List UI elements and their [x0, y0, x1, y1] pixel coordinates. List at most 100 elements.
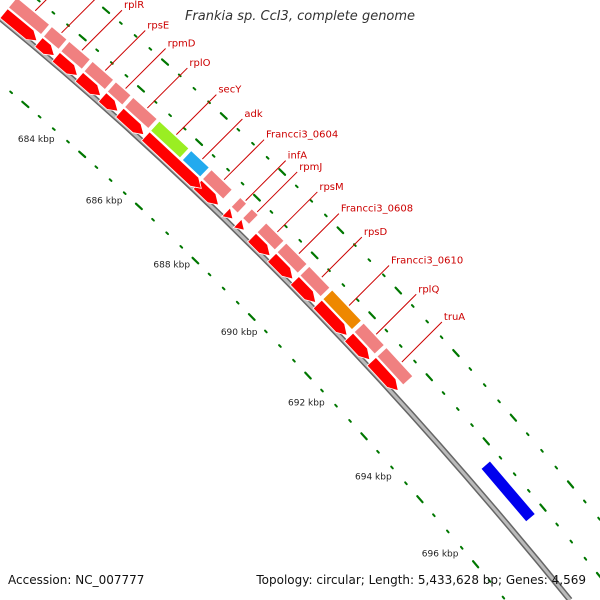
- scale-tick: [509, 413, 518, 422]
- scale-tick: [134, 202, 143, 211]
- scale-tick: [455, 407, 460, 411]
- scale-tick: [136, 85, 146, 93]
- scale-tick: [527, 488, 531, 493]
- gene-leader-line: [375, 293, 417, 335]
- gene-leader-line: [321, 236, 363, 278]
- gene-label: Francci3_0610: [391, 255, 463, 266]
- gene-arrow-13[interactable]: [266, 252, 294, 280]
- gene-block-12[interactable]: [256, 222, 285, 251]
- scale-tick: [432, 513, 436, 518]
- gene-arrow-5[interactable]: [97, 92, 119, 112]
- gene-arrow-3[interactable]: [51, 51, 78, 76]
- scale-tick: [441, 391, 446, 395]
- scale-tick: [487, 578, 492, 583]
- scale-tick: [37, 114, 42, 119]
- scale-tick: [124, 74, 129, 78]
- gene-block-2[interactable]: [42, 26, 68, 50]
- gene-label: Francci3_0604: [266, 130, 338, 141]
- scale-tick: [497, 399, 501, 404]
- gene-arrow-15[interactable]: [312, 299, 348, 336]
- scale-tick: [583, 556, 588, 561]
- scale-tick: [309, 199, 314, 203]
- scale-tick: [118, 21, 123, 25]
- gene-block-7[interactable]: [150, 120, 190, 159]
- scale-tick: [78, 150, 87, 159]
- gene-block-9[interactable]: [201, 169, 233, 200]
- gene-arrow-2[interactable]: [34, 37, 55, 56]
- scale-tick: [367, 258, 372, 262]
- gene-arrow-16[interactable]: [343, 332, 371, 361]
- scale-tick: [413, 359, 417, 364]
- gene-arrow-14[interactable]: [289, 275, 317, 304]
- gene-leader-line: [223, 139, 265, 181]
- scale-tick: [555, 522, 559, 527]
- gene-block-16[interactable]: [353, 322, 385, 355]
- scale-tick: [207, 272, 212, 277]
- gene-label: adk: [244, 109, 262, 120]
- kbp-scale-label: 696 kbp: [422, 549, 459, 559]
- gene-arrow-11[interactable]: [232, 218, 245, 231]
- scale-tick: [355, 298, 360, 302]
- scale-tick: [384, 328, 389, 333]
- gene-label: secY: [218, 85, 242, 96]
- gene-block-10[interactable]: [230, 196, 248, 214]
- gene-block-3[interactable]: [60, 40, 91, 70]
- scale-tick: [195, 138, 204, 147]
- gene-leader-line: [401, 321, 443, 363]
- scale-tick: [133, 34, 138, 38]
- gene-label: rpsD: [364, 227, 388, 238]
- gene-label: rpsE: [147, 20, 169, 31]
- scale-tick: [101, 6, 111, 15]
- scale-tick: [539, 503, 547, 512]
- scale-tick: [425, 319, 429, 324]
- gene-leader-line: [34, 0, 47, 12]
- genome-backbone-outline: [0, 15, 573, 600]
- scale-tick: [160, 58, 170, 66]
- gene-block-6[interactable]: [124, 96, 158, 130]
- gene-block-5[interactable]: [106, 81, 132, 106]
- gene-arrow-12[interactable]: [247, 232, 271, 257]
- gene-block-downstream[interactable]: [480, 460, 536, 523]
- gene-block-17[interactable]: [376, 347, 414, 386]
- gene-block-1[interactable]: [7, 0, 51, 36]
- gene-arrow-10[interactable]: [221, 207, 234, 220]
- scale-tick: [583, 499, 587, 504]
- gene-leader-line: [175, 94, 217, 136]
- scale-tick: [382, 273, 386, 278]
- gene-block-4[interactable]: [83, 60, 115, 91]
- scale-tick: [235, 300, 240, 305]
- scale-tick: [554, 465, 559, 470]
- gene-leader-line: [245, 160, 287, 202]
- gene-block-13[interactable]: [276, 242, 308, 274]
- scale-tick: [108, 178, 113, 182]
- gene-leader-line: [276, 191, 318, 233]
- gene-arrow-4[interactable]: [74, 71, 102, 97]
- scale-tick: [360, 432, 368, 441]
- gene-arrow-6[interactable]: [115, 107, 145, 136]
- gene-block-11[interactable]: [242, 208, 259, 225]
- gene-label: rpmD: [168, 38, 196, 49]
- scale-tick: [264, 329, 268, 334]
- gene-block-14[interactable]: [299, 265, 331, 298]
- scale-tick: [226, 167, 230, 172]
- gene-block-15[interactable]: [322, 289, 362, 331]
- accession-text: Accession: NC_007777: [8, 573, 145, 587]
- gene-label: rpsM: [319, 182, 343, 193]
- scale-tick: [148, 47, 153, 51]
- scale-tick: [416, 495, 424, 504]
- gene-block-8[interactable]: [181, 150, 210, 178]
- gene-arrow-secY-adk[interactable]: [140, 131, 202, 189]
- kbp-scale-label: 686 kbp: [86, 196, 123, 206]
- scale-tick: [294, 184, 299, 189]
- gene-leader-line: [298, 213, 340, 254]
- gene-arrow-17[interactable]: [366, 356, 399, 392]
- scale-tick: [122, 191, 127, 195]
- scale-tick: [390, 465, 394, 470]
- gene-label: rplQ: [418, 284, 439, 295]
- scale-tick: [278, 168, 287, 176]
- scale-tick: [512, 472, 517, 477]
- gene-arrow-1[interactable]: [0, 8, 38, 42]
- scale-tick: [334, 403, 338, 408]
